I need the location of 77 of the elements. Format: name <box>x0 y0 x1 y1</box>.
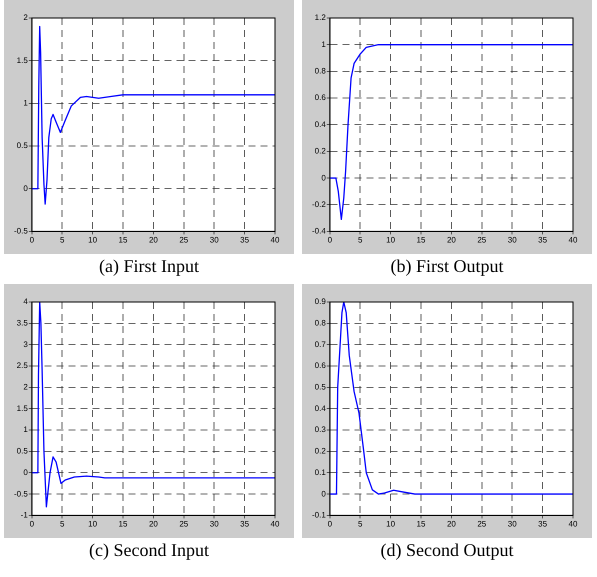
x-tick-label: 5 <box>60 235 65 244</box>
x-tick-label: 5 <box>358 519 363 528</box>
x-tick-label: 5 <box>60 519 65 528</box>
y-tick-label: -0.4 <box>312 226 326 236</box>
y-tick-label: 4 <box>23 297 28 306</box>
x-tick-label: 0 <box>328 235 333 244</box>
x-tick-label: 15 <box>118 235 128 244</box>
x-tick-label: 35 <box>240 235 250 244</box>
y-tick-label: 0.5 <box>16 446 28 456</box>
x-tick-label: 10 <box>386 235 396 244</box>
x-tick-label: 15 <box>416 235 426 244</box>
y-tick-label: 0 <box>23 184 28 193</box>
x-tick-label: 20 <box>148 235 158 244</box>
x-tick-label: 10 <box>386 519 396 528</box>
x-tick-label: 15 <box>416 519 426 528</box>
x-tick-label: 20 <box>446 519 456 528</box>
y-tick-label: -1 <box>20 510 28 520</box>
text: (d) Second Output <box>380 540 514 562</box>
y-tick-label: 1 <box>321 40 326 49</box>
y-tick-label: 0.5 <box>16 141 28 150</box>
y-tick-label: 0.9 <box>314 297 326 306</box>
y-tick-label: 3 <box>23 340 28 349</box>
x-tick-label: 20 <box>446 235 456 244</box>
text: (b) First Output <box>390 256 504 278</box>
x-tick-label: 0 <box>30 519 35 528</box>
x-tick-label: 20 <box>148 519 158 528</box>
y-tick-label: 0 <box>321 173 326 182</box>
x-tick-label: 40 <box>270 235 280 244</box>
y-tick-label: 0.5 <box>314 382 326 392</box>
y-tick-label: 0.8 <box>314 318 326 328</box>
y-tick-label: -0.5 <box>14 489 28 498</box>
y-tick-label: -0.1 <box>312 510 326 520</box>
x-tick-label: 30 <box>508 519 518 528</box>
x-tick-label: 0 <box>30 235 35 244</box>
y-tick-label: 2 <box>23 382 28 392</box>
x-tick-label: 25 <box>477 519 487 528</box>
x-tick-label: 5 <box>358 235 363 244</box>
y-tick-label: 0.2 <box>314 446 326 456</box>
y-tick-label: 0.6 <box>314 361 326 370</box>
text: (c) Second Input <box>89 540 209 562</box>
y-tick-label: 1 <box>23 425 28 434</box>
x-tick-label: 35 <box>538 235 548 244</box>
x-tick-label: 25 <box>477 235 487 244</box>
y-tick-label: 0.4 <box>314 120 326 129</box>
y-tick-label: 0 <box>23 468 28 477</box>
x-tick-label: 10 <box>88 235 98 244</box>
y-tick-label: 0.1 <box>314 468 326 477</box>
y-tick-label: 2.5 <box>16 361 28 370</box>
y-tick-label: -0.5 <box>14 226 28 236</box>
x-tick-label: 35 <box>240 519 250 528</box>
y-tick-label: 0.7 <box>314 340 326 349</box>
x-tick-label: 0 <box>328 519 333 528</box>
x-tick-label: 40 <box>568 235 578 244</box>
y-tick-label: -0.2 <box>312 200 326 209</box>
x-tick-label: 15 <box>118 519 128 528</box>
x-tick-label: 30 <box>508 235 518 244</box>
text: (a) First Input <box>99 256 199 278</box>
y-tick-label: 1 <box>23 98 28 108</box>
y-tick-label: 0.4 <box>314 404 326 413</box>
y-tick-label: 0.8 <box>314 66 326 76</box>
y-tick-label: 0 <box>321 489 326 498</box>
x-tick-label: 25 <box>179 235 189 244</box>
x-tick-label: 10 <box>88 519 98 528</box>
x-tick-label: 30 <box>210 235 220 244</box>
y-tick-label: 0.6 <box>314 93 326 102</box>
y-tick-label: 2 <box>23 13 28 22</box>
x-tick-label: 30 <box>210 519 220 528</box>
y-tick-label: 0.2 <box>314 146 326 156</box>
x-tick-label: 40 <box>568 519 578 528</box>
y-tick-label: 3.5 <box>16 318 28 328</box>
y-tick-label: 1.5 <box>16 404 28 413</box>
x-tick-label: 25 <box>179 519 189 528</box>
y-tick-label: 1.5 <box>16 56 28 65</box>
x-tick-label: 40 <box>270 519 280 528</box>
y-tick-label: 0.3 <box>314 425 326 434</box>
y-tick-label: 1.2 <box>314 13 326 22</box>
x-tick-label: 35 <box>538 519 548 528</box>
